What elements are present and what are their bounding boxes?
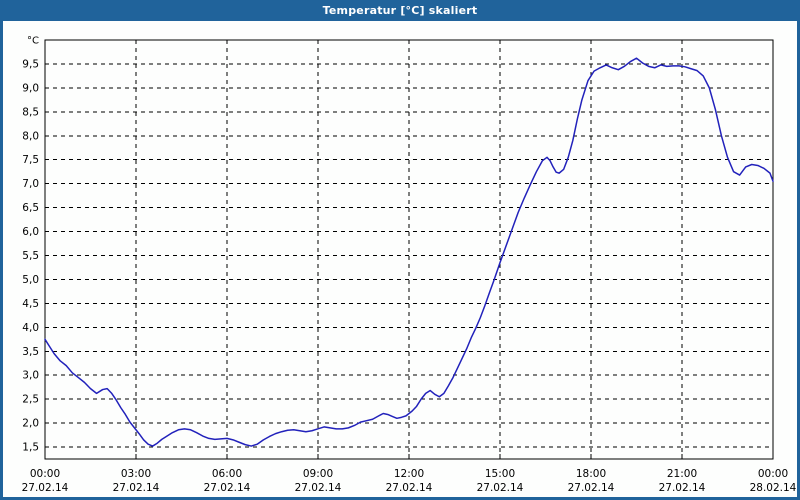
series-line-temperatur (44, 57, 774, 447)
x-tick-time-label: 03:00 (121, 468, 151, 480)
y-tick-label: 5,5 (22, 250, 39, 262)
horizontal-gridlines (45, 39, 773, 448)
y-tick-label: 2,0 (22, 418, 39, 430)
y-tick-label: 6,0 (22, 226, 39, 238)
vertical-gridlines (135, 40, 683, 459)
y-axis-unit-label: °C (27, 36, 39, 47)
y-tick-label: 3,5 (22, 346, 39, 358)
y-tick-label: 9,5 (22, 58, 39, 70)
x-tick-time-label: 18:00 (576, 468, 606, 480)
y-tick-label: 4,0 (22, 322, 39, 334)
y-tick-label: 8,0 (22, 130, 39, 142)
x-tick-time-label: 12:00 (394, 468, 424, 480)
y-axis-ticks (45, 63, 49, 448)
y-tick-label: 3,0 (22, 370, 39, 382)
window-titlebar: Temperatur [°C] skaliert (0, 0, 800, 21)
y-tick-label: 2,5 (22, 394, 39, 406)
unit-label-text: °C (27, 36, 39, 47)
y-tick-label: 9,0 (22, 82, 39, 94)
x-axis-ticks (44, 454, 774, 459)
x-tick-date-label: 27.02.14 (22, 482, 69, 494)
x-tick-time-label: 00:00 (758, 468, 788, 480)
x-tick-date-label: 27.02.14 (295, 482, 342, 494)
x-tick-date-label: 27.02.14 (386, 482, 433, 494)
chart-canvas: 9,5 9,0 8,5 8,0 7,5 7,0 6,5 6,0 5,5 5,0 4,5 4,0 3,5 3… (3, 21, 797, 497)
x-tick-time-label: 21:00 (667, 468, 697, 480)
x-tick-time-label: 06:00 (212, 468, 242, 480)
y-tick-label: 1,5 (22, 442, 39, 454)
y-tick-label: 6,5 (22, 202, 39, 214)
y-tick-label: 5,0 (22, 274, 39, 286)
x-tick-date-label: 27.02.14 (204, 482, 251, 494)
x-tick-date-label: 27.02.14 (568, 482, 615, 494)
x-tick-date-label: 27.02.14 (477, 482, 524, 494)
temperature-line-chart: 9,5 9,0 8,5 8,0 7,5 7,0 6,5 6,0 5,5 5,0 4,5 4,0 3,5 3… (22, 36, 797, 495)
x-tick-time-label: 15:00 (485, 468, 515, 480)
x-tick-time-label: 00:00 (30, 468, 60, 480)
temperature-series-line (44, 57, 774, 447)
x-tick-date-label: 27.02.14 (659, 482, 706, 494)
y-tick-label: 7,0 (22, 178, 39, 190)
x-tick-date-label: 27.02.14 (113, 482, 160, 494)
y-tick-label: 8,5 (22, 106, 39, 118)
x-axis-tick-labels: 00:00 27.02.14 03:00 27.02.14 06:00 27.02.14 0… (22, 468, 797, 494)
y-axis-tick-labels: 9,5 9,0 8,5 8,0 7,5 7,0 6,5 6,0 5,5 5,0 4,5 4,0 3,5 3… (22, 58, 39, 453)
window-title: Temperatur [°C] skaliert (322, 4, 478, 17)
x-tick-date-label: 28.02.14 (750, 482, 797, 494)
y-tick-label: 4,5 (22, 298, 39, 310)
y-tick-label: 7,5 (22, 154, 39, 166)
x-tick-time-label: 09:00 (303, 468, 333, 480)
